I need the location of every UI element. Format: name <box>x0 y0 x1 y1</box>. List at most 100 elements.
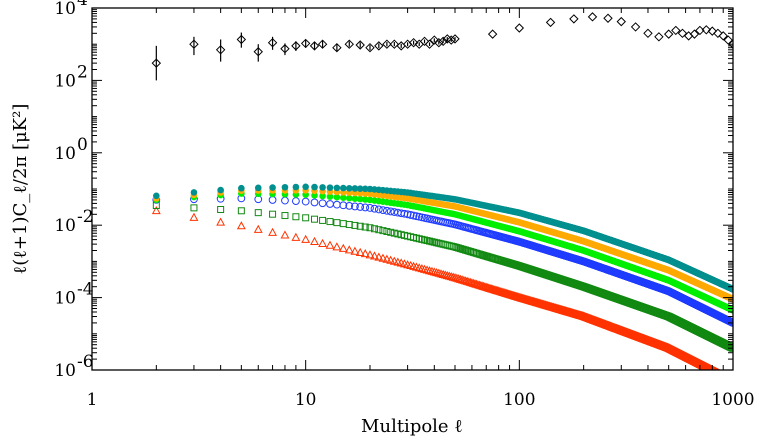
data-point <box>370 204 379 213</box>
data-point <box>720 372 727 379</box>
data-point <box>718 371 725 378</box>
data-point <box>729 377 736 384</box>
data-point <box>326 218 334 226</box>
data-point <box>719 369 721 370</box>
data-point <box>720 373 727 380</box>
data-point <box>351 195 359 202</box>
data-point <box>434 268 444 277</box>
data-point <box>281 196 289 205</box>
data-point <box>724 374 731 381</box>
data-point <box>344 245 354 254</box>
data-point <box>723 374 730 381</box>
data-point <box>721 373 728 380</box>
data-point <box>338 243 348 252</box>
data-point <box>729 377 736 384</box>
data-point <box>724 374 731 381</box>
data-point <box>403 210 412 219</box>
data-point <box>428 238 436 246</box>
data-point <box>718 371 725 378</box>
data-point <box>723 374 730 381</box>
data-point <box>718 368 720 370</box>
data-point <box>724 374 731 381</box>
data-point <box>720 372 727 379</box>
data-point <box>726 375 733 382</box>
data-point <box>725 375 732 382</box>
data-point <box>727 376 734 383</box>
data-point <box>729 377 736 384</box>
data-point <box>423 237 431 245</box>
data-point <box>724 374 731 381</box>
data-point <box>379 206 387 215</box>
data-point <box>415 212 424 221</box>
data-point <box>722 373 729 380</box>
data-point <box>717 368 720 370</box>
data-point <box>722 374 729 381</box>
data-point <box>723 374 730 381</box>
data-point <box>281 212 289 220</box>
data-point <box>332 200 341 209</box>
data-point <box>723 374 730 381</box>
data-point <box>153 192 160 200</box>
data-point <box>217 206 225 214</box>
data-point <box>236 221 246 230</box>
data-point <box>721 373 728 380</box>
data-point <box>728 376 735 383</box>
data-point <box>723 374 730 381</box>
data-point <box>718 368 720 370</box>
data-point <box>719 372 726 379</box>
data-point <box>318 238 328 247</box>
data-point <box>725 375 732 382</box>
data-point <box>727 376 734 383</box>
data-point <box>719 369 721 370</box>
data-point <box>726 376 733 383</box>
data-point <box>722 373 729 380</box>
data-point <box>361 196 369 203</box>
data-point <box>729 377 736 384</box>
data-point <box>448 272 458 281</box>
data-point <box>427 266 437 275</box>
data-point <box>719 372 726 379</box>
data-point <box>216 217 226 226</box>
data-point <box>721 373 728 380</box>
data-point <box>370 251 379 260</box>
data-point <box>725 375 732 382</box>
data-point <box>725 375 732 382</box>
data-point <box>361 203 370 212</box>
data-point <box>721 373 728 380</box>
data-point <box>726 375 733 382</box>
data-point <box>383 206 391 215</box>
data-point <box>720 372 727 379</box>
data-point <box>190 189 198 196</box>
data-point <box>360 249 370 258</box>
data-point <box>723 374 730 381</box>
data-point <box>390 229 398 237</box>
data-point <box>720 372 727 379</box>
data-point <box>718 371 725 378</box>
data-point <box>383 228 391 236</box>
data-point <box>728 376 735 383</box>
data-point <box>326 193 334 200</box>
data-point <box>190 204 198 212</box>
data-point <box>718 371 725 378</box>
data-point <box>365 250 375 259</box>
data-point <box>721 373 728 380</box>
data-point <box>446 272 456 281</box>
data-point <box>719 372 726 379</box>
data-point <box>442 270 452 280</box>
data-point <box>436 269 446 278</box>
data-point <box>302 214 310 222</box>
data-point <box>729 377 736 384</box>
plot-marks <box>151 12 736 384</box>
data-point <box>333 219 341 227</box>
data-point <box>721 373 728 380</box>
data-point <box>729 377 736 384</box>
data-point <box>727 376 734 383</box>
data-point <box>371 225 379 233</box>
data-point <box>728 376 735 383</box>
data-point <box>728 377 735 384</box>
data-point <box>425 266 434 275</box>
data-point <box>409 211 418 220</box>
data-point <box>721 369 722 370</box>
data-point <box>728 376 735 383</box>
data-point <box>720 369 721 370</box>
